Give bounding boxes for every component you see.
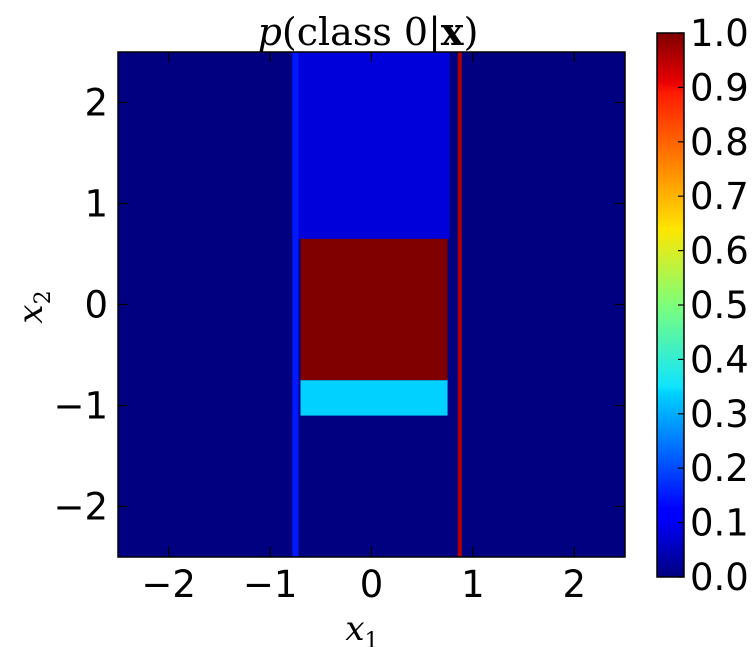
x-tick-label: −2 (141, 563, 196, 606)
y-axis-label: x2 (11, 290, 56, 323)
colorbar-tick-label: 0.0 (690, 556, 749, 599)
x-tick-label: 2 (563, 563, 587, 606)
plot-area (118, 52, 625, 557)
heatmap-region-red-block (300, 238, 448, 381)
colorbar-tick-label: 0.9 (690, 66, 749, 109)
colorbar-axis: 0.0 0.1 0.2 0.3 0.4 0.5 0.6 0.7 0.8 0.9 1.0 (678, 12, 749, 599)
colorbar-tick-label: 0.2 (690, 447, 749, 490)
colorbar-tick-label: 0.4 (690, 338, 749, 381)
heatmap-region-cyan-block (300, 380, 448, 416)
x-tick-label: 1 (461, 563, 485, 606)
heatmap-region-upper-band (293, 52, 450, 239)
colorbar-tick-label: 0.8 (690, 121, 749, 164)
colorbar-tick-label: 0.1 (690, 502, 749, 545)
y-tick-label: −1 (53, 385, 108, 428)
heatmap-region-right-stripe (457, 52, 462, 557)
x-tick-label: 0 (360, 563, 384, 606)
colorbar (656, 32, 685, 578)
chart-title: p(class 0|x) (258, 9, 479, 54)
colorbar-tick-label: 0.6 (690, 230, 749, 273)
y-tick-label: 1 (84, 183, 108, 226)
colorbar-tick-label: 0.5 (690, 284, 749, 327)
colorbar-tick-label: 0.7 (690, 175, 749, 218)
y-tick-label: 0 (84, 284, 108, 327)
y-tick-label: −2 (53, 486, 108, 529)
x-tick-label: −1 (243, 563, 298, 606)
y-tick-label: 2 (84, 82, 108, 125)
heatmap-region-left-stripe (292, 52, 299, 557)
x-axis: −2 −1 0 1 2 (141, 52, 586, 606)
x-axis-label: x1 (345, 609, 378, 647)
y-axis: −2 −1 0 1 2 (53, 82, 625, 529)
colorbar-tick-label: 1.0 (690, 12, 749, 55)
colorbar-tick-label: 0.3 (690, 393, 749, 436)
